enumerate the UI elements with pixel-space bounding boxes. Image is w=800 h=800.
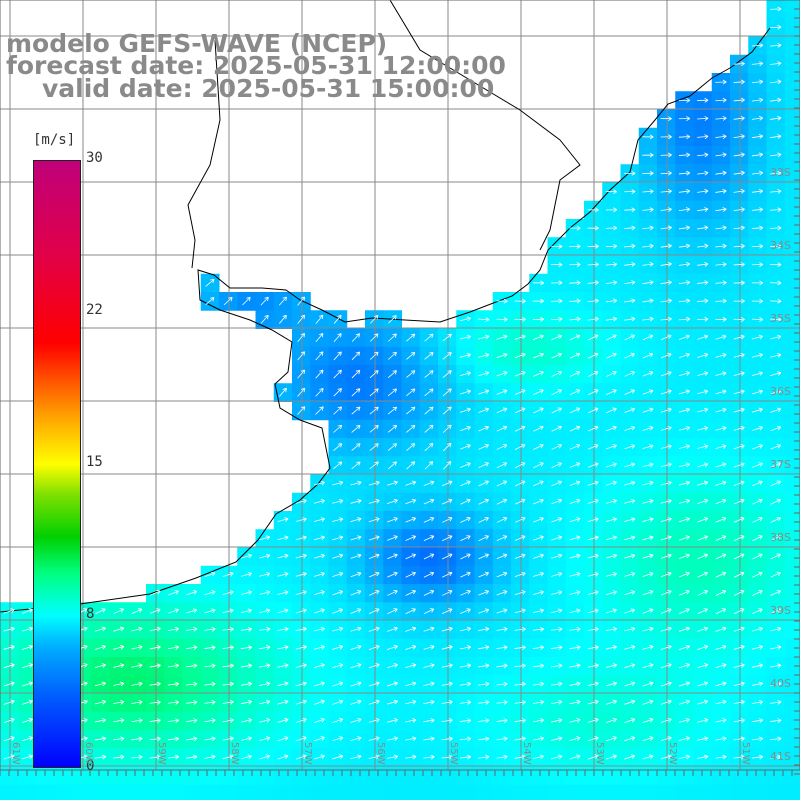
title-model: modelo GEFS-WAVE (NCEP) bbox=[6, 29, 388, 58]
lon-label-61w: 61W bbox=[10, 742, 21, 765]
lon-label-60w: 60W bbox=[83, 742, 94, 765]
lon-label-58w: 58W bbox=[229, 742, 240, 765]
lat-label-36s: 36S bbox=[770, 385, 791, 398]
lat-label-39s: 39S bbox=[770, 604, 791, 617]
lat-lon-grid bbox=[0, 0, 800, 770]
lat-label-37s: 37S bbox=[770, 458, 791, 471]
lat-label-41s: 41S bbox=[770, 750, 791, 763]
title-valid-date: valid date: 2025-05-31 15:00:00 bbox=[42, 74, 495, 103]
lat-label-33s: 33S bbox=[770, 166, 791, 179]
wind-arrows bbox=[3, 6, 782, 760]
colorbar bbox=[33, 160, 81, 768]
lon-label-57w: 57W bbox=[302, 742, 313, 765]
lat-label-40s: 40S bbox=[770, 677, 791, 690]
colorbar-tick-8: 8 bbox=[86, 606, 95, 622]
lon-label-52w: 52W bbox=[667, 742, 678, 765]
colorbar-unit: [m/s] bbox=[33, 132, 76, 148]
colorbar-tick-30: 30 bbox=[86, 150, 103, 166]
colorbar-tick-15: 15 bbox=[86, 454, 103, 470]
axis-ticks bbox=[0, 0, 800, 776]
coastline bbox=[0, 0, 771, 613]
lat-label-35s: 35S bbox=[770, 312, 791, 325]
lat-label-38s: 38S bbox=[770, 531, 791, 544]
lon-label-54w: 54W bbox=[521, 742, 532, 765]
lat-label-34s: 34S bbox=[770, 239, 791, 252]
colorbar-tick-0: 0 bbox=[86, 758, 95, 774]
colorbar-tick-22: 22 bbox=[86, 302, 103, 318]
lon-label-56w: 56W bbox=[375, 742, 386, 765]
lon-label-55w: 55W bbox=[448, 742, 459, 765]
title-forecast-date: forecast date: 2025-05-31 12:00:00 bbox=[6, 51, 506, 80]
lon-label-59w: 59W bbox=[156, 742, 167, 765]
lon-label-51w: 51W bbox=[740, 742, 751, 765]
lon-label-53w: 53W bbox=[594, 742, 605, 765]
